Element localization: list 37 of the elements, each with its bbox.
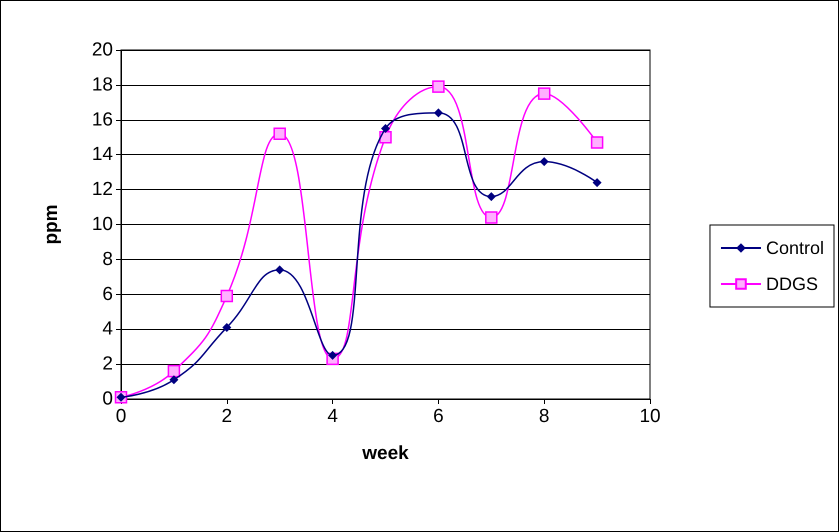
x-tick-label: 0 [116, 406, 126, 427]
y-tick-label: 2 [102, 354, 113, 375]
point [592, 178, 602, 188]
y-tick-label: 10 [92, 214, 113, 235]
point [590, 136, 604, 149]
legend-label: DDGS [766, 274, 818, 294]
y-tick-label: 8 [102, 248, 113, 270]
x-axis-title: week [361, 443, 410, 464]
point [434, 108, 443, 118]
x-tick-label: 2 [222, 406, 232, 427]
y-tick-label: 18 [92, 74, 113, 96]
y-tick-label: 16 [92, 109, 113, 130]
point [168, 364, 180, 378]
point [486, 192, 496, 202]
x-tick-label: 4 [327, 406, 338, 427]
legend-label: Control [766, 238, 824, 258]
y-tick-label: 6 [102, 284, 113, 305]
point [432, 80, 445, 93]
y-tick-label: 14 [92, 144, 114, 166]
y-tick-label: 4 [102, 318, 114, 340]
point [538, 87, 550, 100]
x-tick-label: 8 [538, 406, 550, 427]
x-tick-label: 10 [639, 406, 661, 427]
point [379, 131, 392, 144]
point [275, 265, 284, 274]
point [220, 290, 234, 302]
y-axis-title: ppm [41, 204, 62, 245]
point [381, 124, 390, 134]
x-tick-label: 6 [433, 406, 444, 427]
point [485, 211, 498, 224]
point [273, 128, 286, 140]
y-tick-label: 0 [102, 388, 113, 410]
point [540, 157, 549, 166]
y-tick-label: 20 [92, 40, 113, 60]
point [169, 375, 178, 384]
point [222, 322, 232, 332]
y-tick-label: 12 [92, 179, 113, 200]
